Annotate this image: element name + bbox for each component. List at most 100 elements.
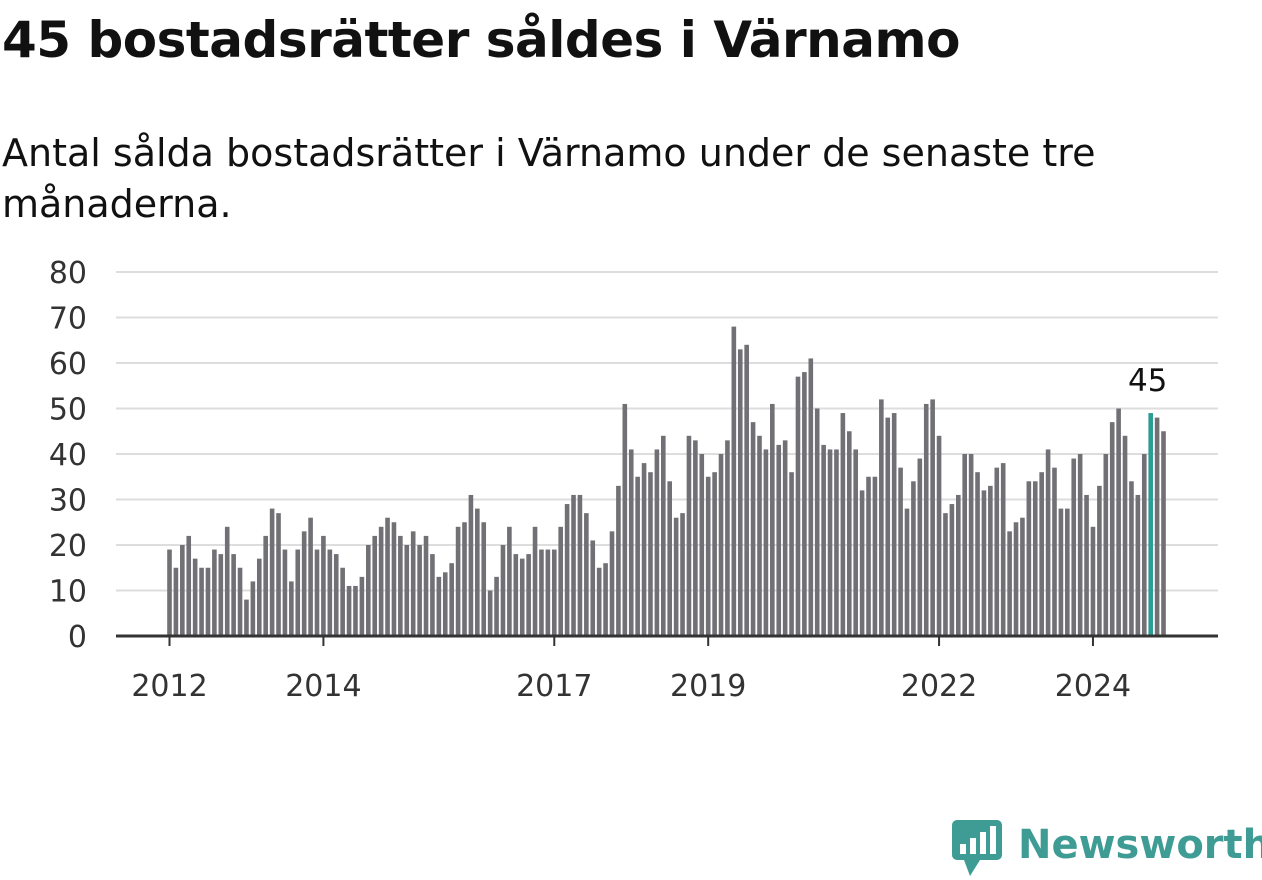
bar [1135,494,1141,636]
bar [757,435,762,636]
bar [551,549,557,636]
bar [705,476,711,636]
bar [949,504,955,636]
bar [449,563,454,636]
bar [782,440,788,636]
bar [770,403,775,636]
bar [648,472,653,636]
bar [231,554,236,636]
bar [622,403,628,636]
bar [616,485,621,636]
bar [827,449,833,636]
x-tick-label: 2012 [131,669,207,704]
bar [462,522,467,636]
bar [442,572,448,636]
bar [1154,417,1160,636]
bar [212,549,217,636]
bar [250,581,256,636]
bar [263,535,268,636]
bar [596,567,602,636]
bar [866,476,871,636]
bar [975,472,980,636]
bar [699,454,705,636]
y-tick-label: 80 [49,256,87,291]
bar [359,576,365,636]
bar [1013,522,1019,636]
bar [487,590,493,636]
bar [872,476,878,636]
bar [571,494,576,636]
bar [1103,454,1109,636]
bar [898,467,903,636]
bar [378,526,384,636]
bar [988,485,993,636]
bar [667,481,673,636]
bar [1077,454,1083,636]
bar [244,599,249,636]
bar [282,549,288,636]
y-tick-label: 60 [49,347,87,382]
bar [744,344,749,636]
bar [1065,508,1070,636]
bar [802,372,807,636]
bar [1116,408,1121,636]
bar [385,517,390,636]
bar [789,472,794,636]
y-tick-label: 50 [49,393,87,428]
bar [904,508,910,636]
bar [686,435,692,636]
bar [205,567,211,636]
grid-lines [116,271,1218,592]
bar [436,576,442,636]
bar [853,449,858,636]
bar [564,504,570,636]
bar [1071,458,1077,636]
bar [885,417,891,636]
bar [1097,485,1102,636]
bar [289,581,294,636]
bar [391,522,397,636]
bar [1000,463,1006,636]
bar [513,554,519,636]
bar [276,513,281,636]
bar [879,399,884,636]
bar [423,535,429,636]
bar [372,535,378,636]
bar [500,545,506,636]
bar [327,549,333,636]
highlight-annotation: 45 [1125,360,1170,402]
bar [891,413,897,636]
bar [840,413,846,636]
bar [1122,435,1128,636]
bar [750,422,756,636]
bar [545,549,551,636]
x-tick-label: 2024 [1055,669,1131,704]
bar [834,449,839,636]
bar [218,554,224,636]
bar [301,531,307,636]
bar [558,526,563,636]
x-tick-label: 2014 [285,669,361,704]
bar [314,549,320,636]
bar [737,349,743,636]
bar [224,526,230,636]
bar [994,467,1000,636]
bar [1161,431,1166,636]
bar [333,554,339,636]
y-tick-label: 0 [68,620,87,655]
bar [1109,422,1115,636]
bar [609,531,615,636]
bar [1007,531,1012,636]
bar [173,567,179,636]
bar [673,517,679,636]
bar [641,463,647,636]
newsworthy-logo-icon [952,820,1002,876]
bar [680,513,685,636]
y-tick-label: 10 [49,575,87,610]
bar [295,549,301,636]
bar [712,472,717,636]
chart-subtitle: Antal sålda bostadsrätter i Värnamo unde… [2,131,1096,226]
bar [455,526,461,636]
y-tick-label: 20 [49,529,87,564]
bar [526,554,531,636]
